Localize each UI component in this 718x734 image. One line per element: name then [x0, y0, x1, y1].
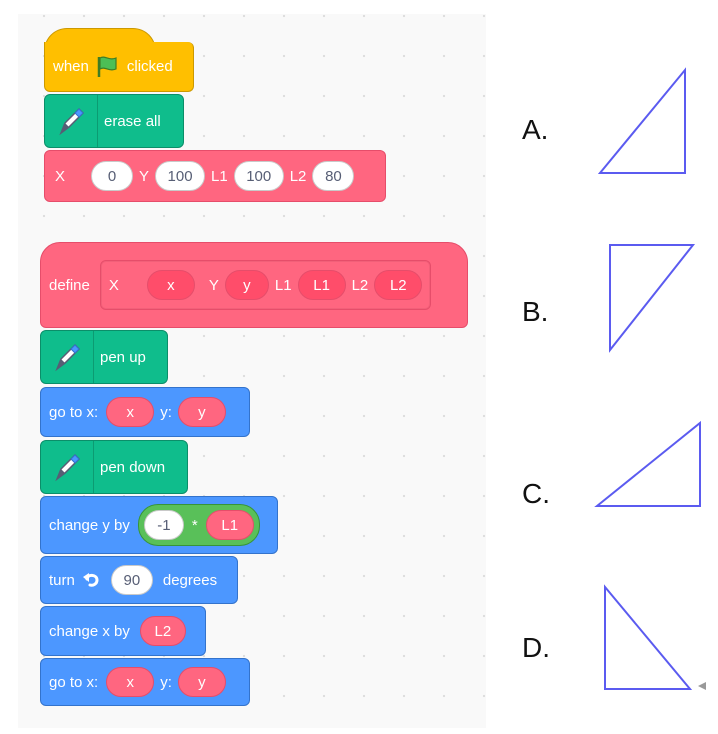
pen-icon — [55, 343, 81, 372]
define-block[interactable]: define X x Y y L1 L1 L2 L2 — [40, 242, 468, 328]
option-b-triangle — [609, 244, 696, 353]
erase-all-label: erase all — [104, 112, 161, 130]
go-to-label: go to x: — [49, 403, 99, 421]
turn-label: turn — [49, 571, 75, 589]
define-l1-label: L1 — [274, 276, 292, 294]
option-b-label: B. — [522, 296, 549, 327]
change-x-param[interactable]: L2 — [139, 616, 186, 646]
call-y-input[interactable]: 100 — [155, 161, 206, 191]
call-l2-input[interactable]: 80 — [312, 161, 355, 191]
pen-up-block[interactable]: pen up — [40, 330, 168, 384]
clicked-label: clicked — [126, 58, 173, 75]
green-flag-icon — [97, 56, 117, 77]
go-to-x-param[interactable]: x — [106, 397, 155, 427]
call-l1-label: L1 — [211, 167, 228, 185]
call-y-label: Y — [139, 167, 150, 185]
param-y[interactable]: y — [224, 270, 269, 300]
pen-up-label: pen up — [100, 348, 146, 366]
change-x-by-block[interactable]: change x by L2 — [40, 606, 206, 656]
degrees-label: degrees — [162, 571, 218, 589]
go-to-y-label: y: — [160, 403, 172, 421]
go-to-xy-block[interactable]: go to x: x y: y — [40, 387, 250, 437]
go-to-y-param[interactable]: y — [177, 397, 226, 427]
param-l2[interactable]: L2 — [374, 270, 423, 300]
multiply-right-param[interactable]: L1 — [205, 510, 254, 540]
go-to-y-param-2[interactable]: y — [177, 667, 226, 697]
go-to-label-2: go to x: — [49, 673, 99, 691]
pen-icon — [55, 453, 81, 482]
change-x-label: change x by — [49, 622, 130, 640]
when-flag-clicked-block[interactable]: when clicked — [44, 42, 194, 92]
define-x-label: X — [108, 276, 119, 294]
multiply-left-input[interactable]: -1 — [143, 510, 184, 540]
pen-extension-icon-wrap — [53, 95, 98, 147]
call-l1-input[interactable]: 100 — [233, 161, 284, 191]
option-c-triangle — [594, 420, 701, 507]
param-l1[interactable]: L1 — [297, 270, 346, 300]
param-x[interactable]: x — [146, 270, 195, 300]
change-y-by-block[interactable]: change y by -1 * L1 — [40, 496, 278, 554]
option-d-label: D. — [522, 632, 550, 663]
define-prototype[interactable]: X x Y y L1 L1 L2 L2 — [99, 260, 432, 310]
go-to-y-label-2: y: — [160, 673, 172, 691]
define-l2-label: L2 — [351, 276, 369, 294]
go-to-xy-block-2[interactable]: go to x: x y: y — [40, 658, 250, 706]
define-y-label: Y — [208, 276, 219, 294]
option-a-label: A. — [522, 114, 549, 145]
call-l2-label: L2 — [289, 167, 307, 185]
pen-down-label: pen down — [100, 458, 166, 476]
custom-call-block[interactable]: X 0 Y 100 L1 100 L2 80 — [44, 150, 386, 202]
turn-degrees-input[interactable]: 90 — [110, 565, 153, 595]
pen-icon — [59, 107, 85, 136]
when-label: when — [53, 58, 89, 75]
call-x-input[interactable]: 0 — [91, 161, 134, 191]
option-a-triangle — [597, 67, 686, 174]
pen-extension-icon-wrap — [49, 331, 94, 383]
erase-all-block[interactable]: erase all — [44, 94, 184, 148]
option-d-triangle — [604, 584, 706, 690]
call-x-label: X — [55, 167, 66, 185]
change-y-label: change y by — [49, 516, 130, 534]
rotate-left-icon — [82, 573, 99, 587]
go-to-x-param-2[interactable]: x — [106, 667, 155, 697]
turn-left-block[interactable]: turn 90 degrees — [40, 556, 238, 604]
pen-down-block[interactable]: pen down — [40, 440, 188, 494]
define-label: define — [49, 276, 90, 294]
pen-extension-icon-wrap — [49, 441, 94, 493]
option-c-label: C. — [522, 478, 550, 509]
multiply-operator[interactable]: -1 * L1 — [137, 504, 260, 546]
multiply-symbol: * — [191, 516, 198, 534]
